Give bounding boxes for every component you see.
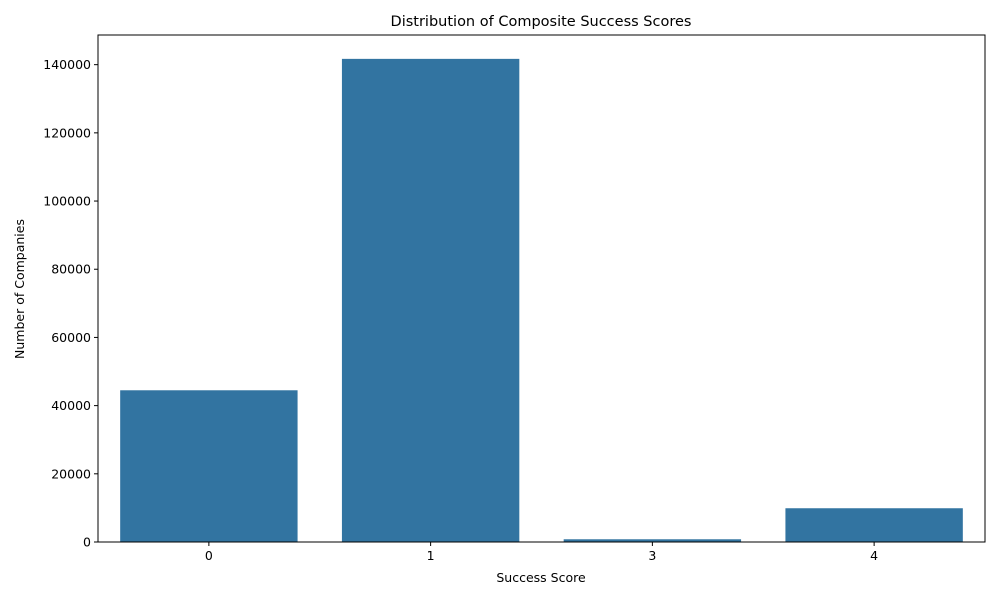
x-tick-label: 0 — [205, 548, 213, 563]
bar-3 — [563, 539, 742, 542]
x-axis-label: Success Score — [496, 570, 586, 585]
y-tick-label: 120000 — [43, 125, 91, 140]
bars-group — [120, 58, 963, 542]
y-tick-label: 20000 — [51, 466, 91, 481]
y-tick-label: 100000 — [43, 194, 91, 209]
x-tick-label: 4 — [870, 548, 878, 563]
y-tick-label: 60000 — [51, 330, 91, 345]
y-axis: 0 20000 40000 60000 80000 100000 120000 140000 — [43, 57, 98, 550]
y-tick-label: 80000 — [51, 262, 91, 277]
chart-title: Distribution of Composite Success Scores — [391, 14, 692, 30]
bar-1 — [341, 58, 520, 542]
bar-0 — [120, 390, 298, 542]
plot-frame — [97, 34, 986, 543]
y-axis-label: Number of Companies — [12, 219, 27, 359]
x-tick-label: 3 — [648, 548, 656, 563]
y-tick-label: 140000 — [43, 57, 91, 72]
x-axis: 0 1 3 4 — [205, 542, 878, 563]
y-tick-label: 0 — [83, 535, 91, 550]
x-tick-label: 1 — [427, 548, 435, 563]
bar-4 — [785, 508, 963, 542]
y-tick-label: 40000 — [51, 398, 91, 413]
